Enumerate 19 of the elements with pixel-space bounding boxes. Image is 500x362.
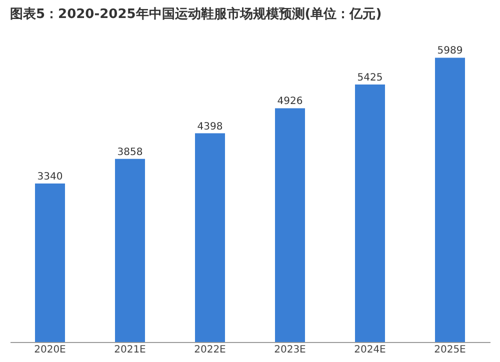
data-label: 3340: [37, 171, 63, 182]
x-tick-label: 2024E: [354, 344, 386, 356]
bar: [435, 58, 465, 342]
bar: [35, 183, 65, 342]
data-label: 4926: [277, 96, 303, 108]
bar: [195, 133, 225, 342]
bar: [355, 84, 385, 342]
bar: [275, 108, 305, 342]
x-tick-label: 2023E: [274, 344, 306, 356]
data-label: 5425: [357, 72, 383, 84]
data-label: 5989: [437, 46, 463, 57]
x-tick-label: 2021E: [114, 344, 146, 356]
data-label: 3858: [117, 146, 143, 158]
data-label: 4398: [197, 121, 223, 132]
bar: [115, 158, 145, 342]
x-tick-label: 2020E: [34, 344, 66, 356]
chart-title: 图表5：2020-2025年中国运动鞋服市场规模预测(单位：亿元): [10, 6, 382, 22]
x-tick-label: 2025E: [434, 344, 466, 356]
x-tick-label: 2022E: [194, 344, 226, 356]
